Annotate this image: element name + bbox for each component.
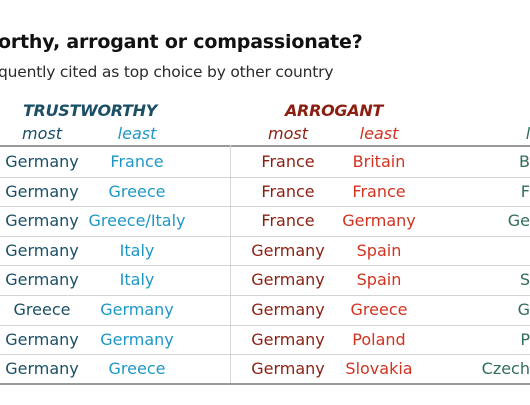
cell-trustworthy-least: Germany [100,329,174,349]
table-row: Germany Italy Germany Spain S [0,265,530,295]
cell-trustworthy-least: Greece [108,181,166,201]
cell-arrogant-most: France [261,211,315,231]
cell-arrogant-least: Poland [352,329,406,349]
subheader-arrogant-least: least [359,124,399,143]
header-arrogant: ARROGANT [284,101,384,120]
cell-trustworthy-least: France [110,152,164,171]
row-divider [0,176,530,178]
cell-arrogant-most: Germany [251,300,325,319]
cell-arrogant-least: Spain [356,270,402,290]
cell-arrogant-most: France [261,181,315,201]
cell-trustworthy-most: Germany [5,270,79,290]
cell-trustworthy-most: Germany [5,211,79,231]
cell-arrogant-most: Germany [251,270,325,290]
cell-trustworthy-least: Italy [119,240,155,260]
cell-arrogant-least: Germany [342,211,416,231]
table-row: Germany Italy Germany Spain [0,236,530,266]
table-row: Germany Greece Germany Slovakia Czech [0,354,530,384]
cell-arrogant-most: Germany [251,329,325,349]
subheader-arrogant-most: most [268,124,308,143]
cell-trustworthy-most: Germany [5,240,79,260]
row-divider [0,235,530,237]
row-divider [0,354,530,356]
row-divider [0,206,530,208]
cell-trustworthy-least: Greece [108,359,166,379]
cell-trustworthy-most: Germany [5,329,79,349]
cell-compassionate-most: Ge [507,211,530,231]
table-row: Greece Germany Germany Greece G [0,295,530,325]
table-row: Germany France France Britain B [0,147,530,177]
cell-compassionate-most: S [519,270,530,290]
cell-trustworthy-most: Germany [5,181,79,201]
cell-compassionate-most: Czech [481,359,530,379]
cell-trustworthy-least: Greece/Italy [88,211,186,231]
cell-arrogant-least: Britain [352,152,406,171]
cell-arrogant-most: Germany [251,240,325,260]
subheader-trustworthy-least: least [117,124,157,143]
cell-trustworthy-most: Greece [13,300,71,319]
table-top-rule [0,145,530,147]
table-row: Germany Greece/Italy France Germany Ge [0,206,530,236]
cell-arrogant-most: Germany [251,359,325,379]
subheader-trustworthy-most: most [22,124,62,143]
cell-arrogant-most: France [261,152,315,171]
cell-compassionate-most: B [519,152,530,171]
table-title: orthy, arrogant or compassionate? [0,31,363,53]
cell-trustworthy-most: Germany [5,152,79,171]
cell-compassionate-most: G [517,300,530,319]
header-trustworthy: TRUSTWORTHY [22,101,158,120]
cell-arrogant-least: Greece [350,300,408,319]
table-row: Germany Germany Germany Poland P [0,325,530,355]
cell-trustworthy-least: Italy [119,270,155,290]
row-divider [0,265,530,267]
cell-trustworthy-most: Germany [5,359,79,379]
row-divider [0,324,530,326]
cell-compassionate-most: F [520,181,530,201]
table-subtitle: quently cited as top choice by other cou… [0,63,334,81]
cell-trustworthy-least: Germany [100,300,174,319]
row-divider [0,295,530,296]
table-row: Germany Greece France France F [0,177,530,207]
table-bottom-rule [0,383,530,385]
cell-compassionate-most: P [520,329,530,349]
cell-arrogant-least: France [352,181,406,201]
subheader-compassionate-most: l [525,124,530,143]
cell-arrogant-least: Slovakia [345,359,413,379]
cell-arrogant-least: Spain [356,240,402,260]
column-divider [230,145,231,383]
